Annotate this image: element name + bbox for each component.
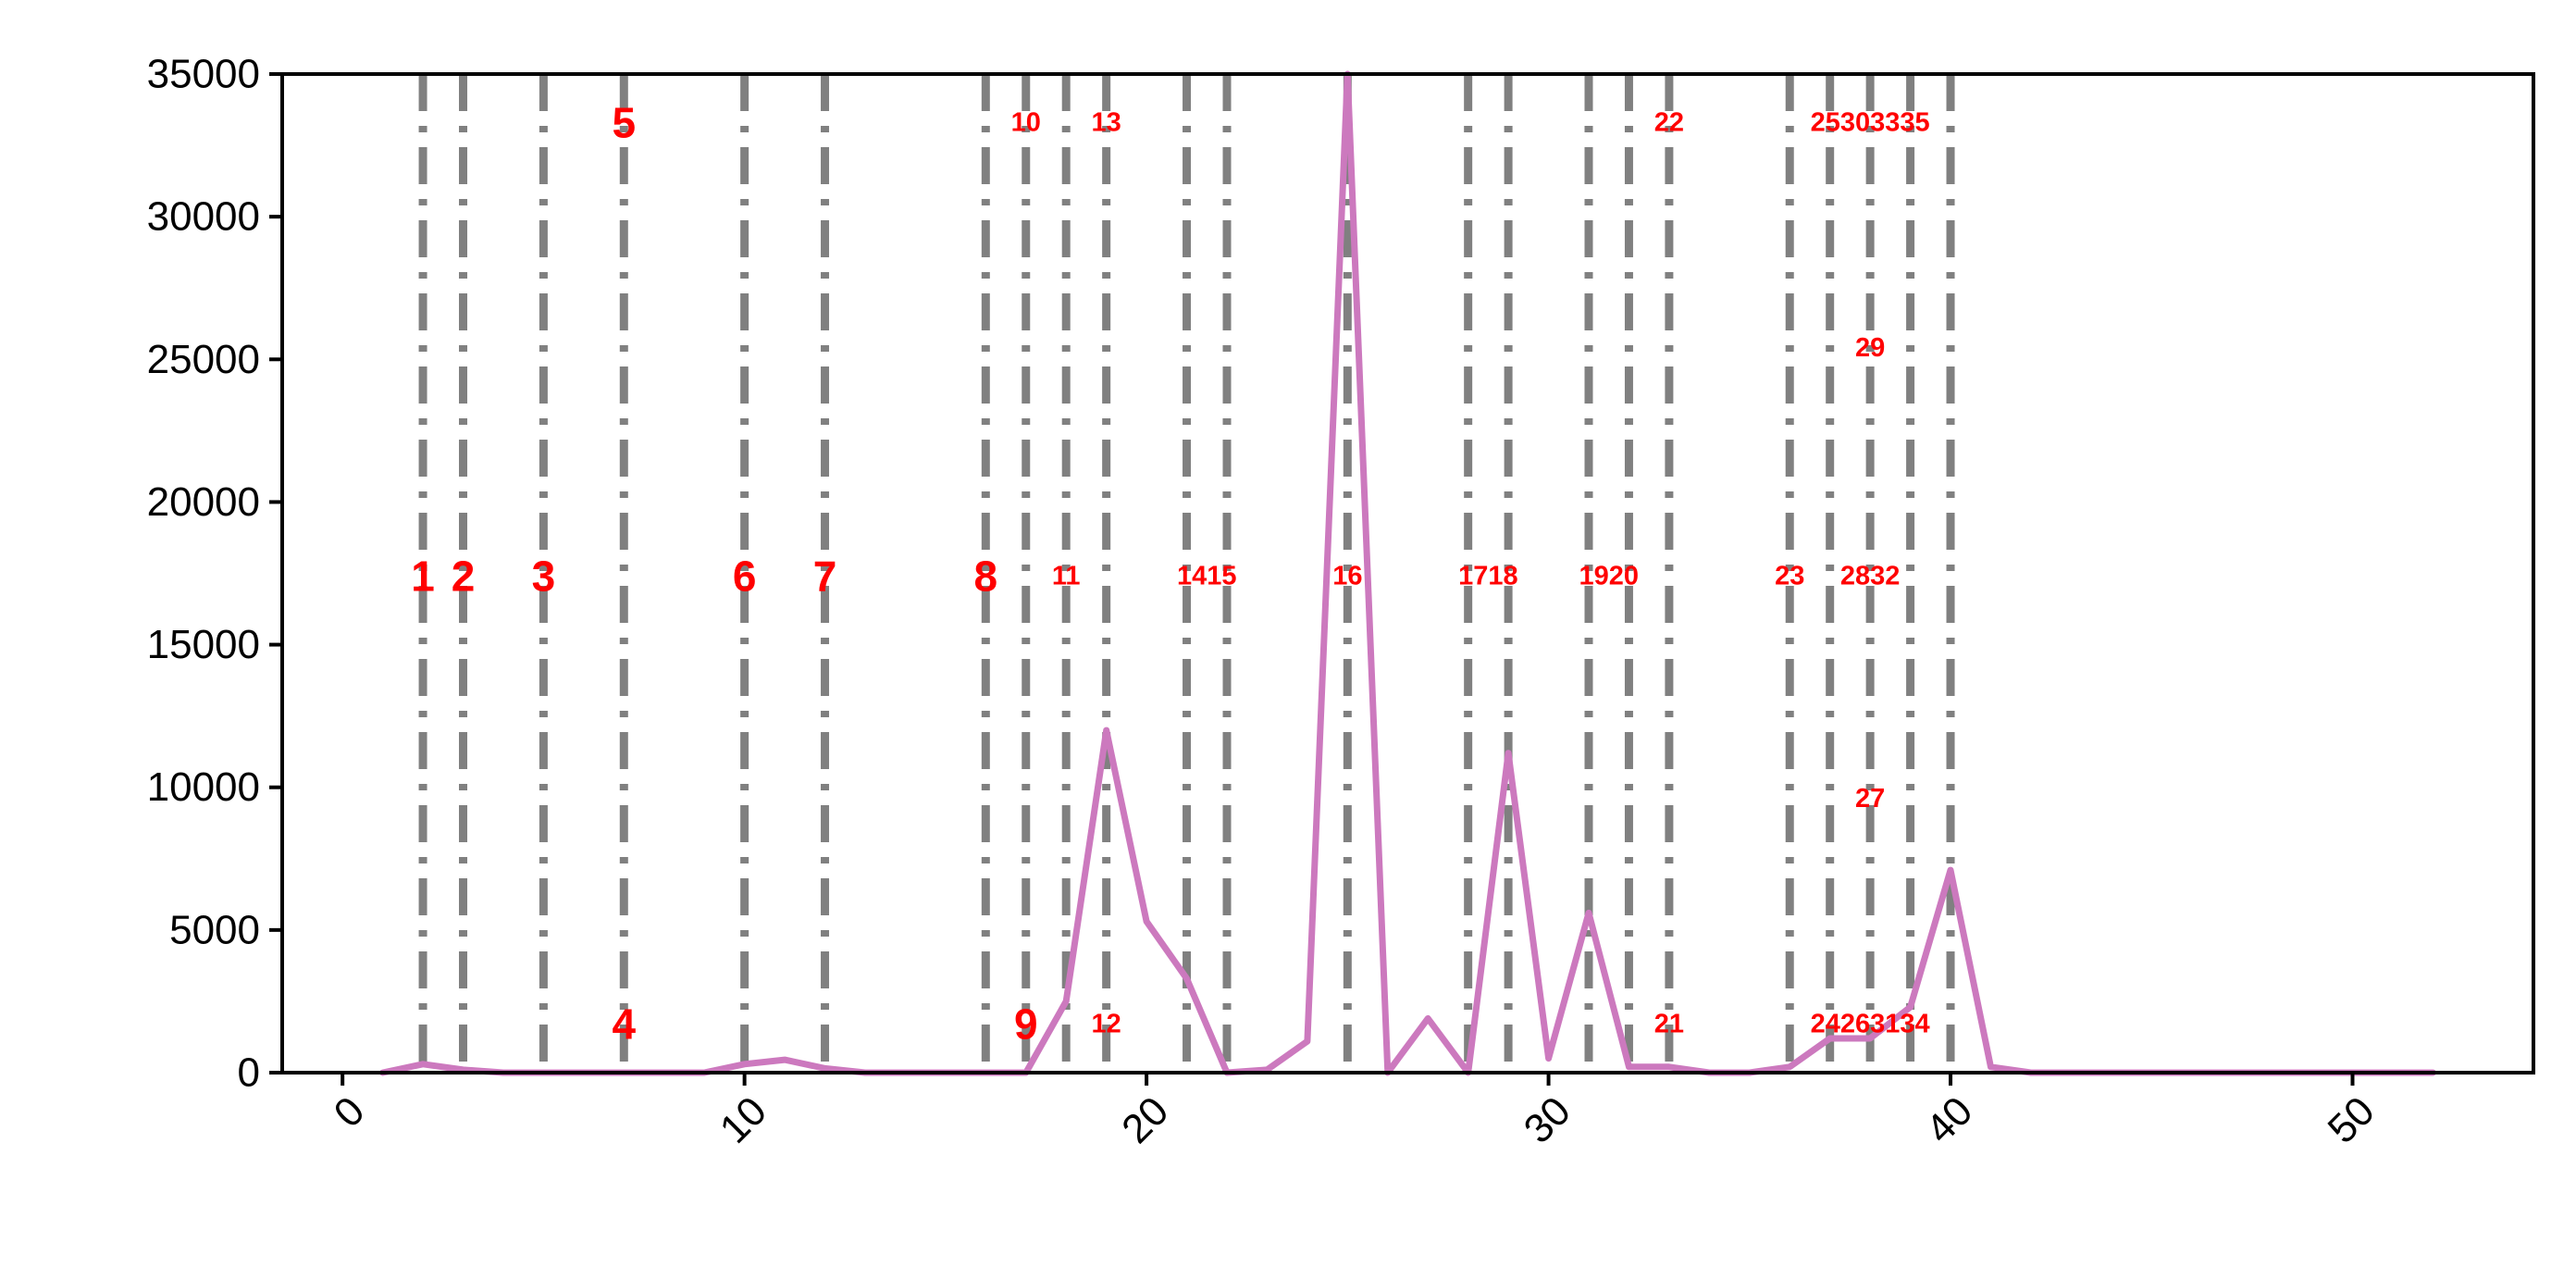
- peak-label: 27: [1855, 784, 1885, 814]
- peak-label: 3: [532, 553, 556, 601]
- peak-label: 21: [1654, 1010, 1684, 1039]
- y-tick-label: 25000: [147, 337, 260, 382]
- x-tick-label: 50: [2320, 1088, 2384, 1152]
- y-tick-label: 15000: [147, 622, 260, 667]
- y-tick-label: 5000: [169, 907, 260, 952]
- peak-label: 23: [1775, 562, 1804, 591]
- y-tick-label: 35000: [147, 52, 260, 97]
- y-tick-label: 30000: [147, 194, 260, 240]
- peak-label: 24263134: [1811, 1010, 1930, 1039]
- peak-label: 16: [1332, 562, 1362, 591]
- peak-label: 7: [813, 553, 837, 601]
- peak-label: 2: [452, 553, 476, 601]
- peak-label: 10: [1011, 107, 1041, 137]
- peak-label: 25303335: [1811, 107, 1930, 137]
- peak-label: 11: [1052, 562, 1081, 591]
- series-layer: [379, 70, 2436, 1076]
- peak-label: 29: [1855, 333, 1885, 363]
- peak-label: 6: [733, 553, 757, 601]
- series-line: [379, 70, 2436, 1076]
- peak-label: 5: [612, 98, 636, 146]
- peak-label: 22: [1654, 107, 1684, 137]
- peak-label: 9: [1014, 1000, 1038, 1049]
- peak-label: 4: [612, 1000, 636, 1049]
- y-tick-label: 0: [238, 1050, 260, 1096]
- axes: 0 5000 10000 15000 20000 25000 30000 35000 0 10 20…: [147, 52, 2535, 1152]
- peak-label: 1: [411, 553, 435, 601]
- x-tick-label: 0: [326, 1088, 374, 1137]
- peak-label: 1718: [1458, 562, 1518, 591]
- y-tick-label: 20000: [147, 479, 260, 525]
- peak-label: 1920: [1579, 562, 1639, 591]
- x-tick-label: 40: [1917, 1088, 1981, 1152]
- vertical-reference-lines: [418, 74, 1955, 1073]
- x-tick-label: 20: [1113, 1088, 1177, 1152]
- x-tick-label: 30: [1516, 1088, 1579, 1152]
- y-tick-label: 10000: [147, 764, 260, 810]
- peak-label: 12: [1092, 1010, 1121, 1039]
- peak-label: 1415: [1177, 562, 1237, 591]
- x-tick-label: 10: [712, 1088, 775, 1152]
- peak-label: 2832: [1840, 562, 1901, 591]
- peak-label: 8: [974, 553, 998, 601]
- plot-frame: [280, 72, 2535, 1074]
- peak-label: 13: [1092, 107, 1121, 137]
